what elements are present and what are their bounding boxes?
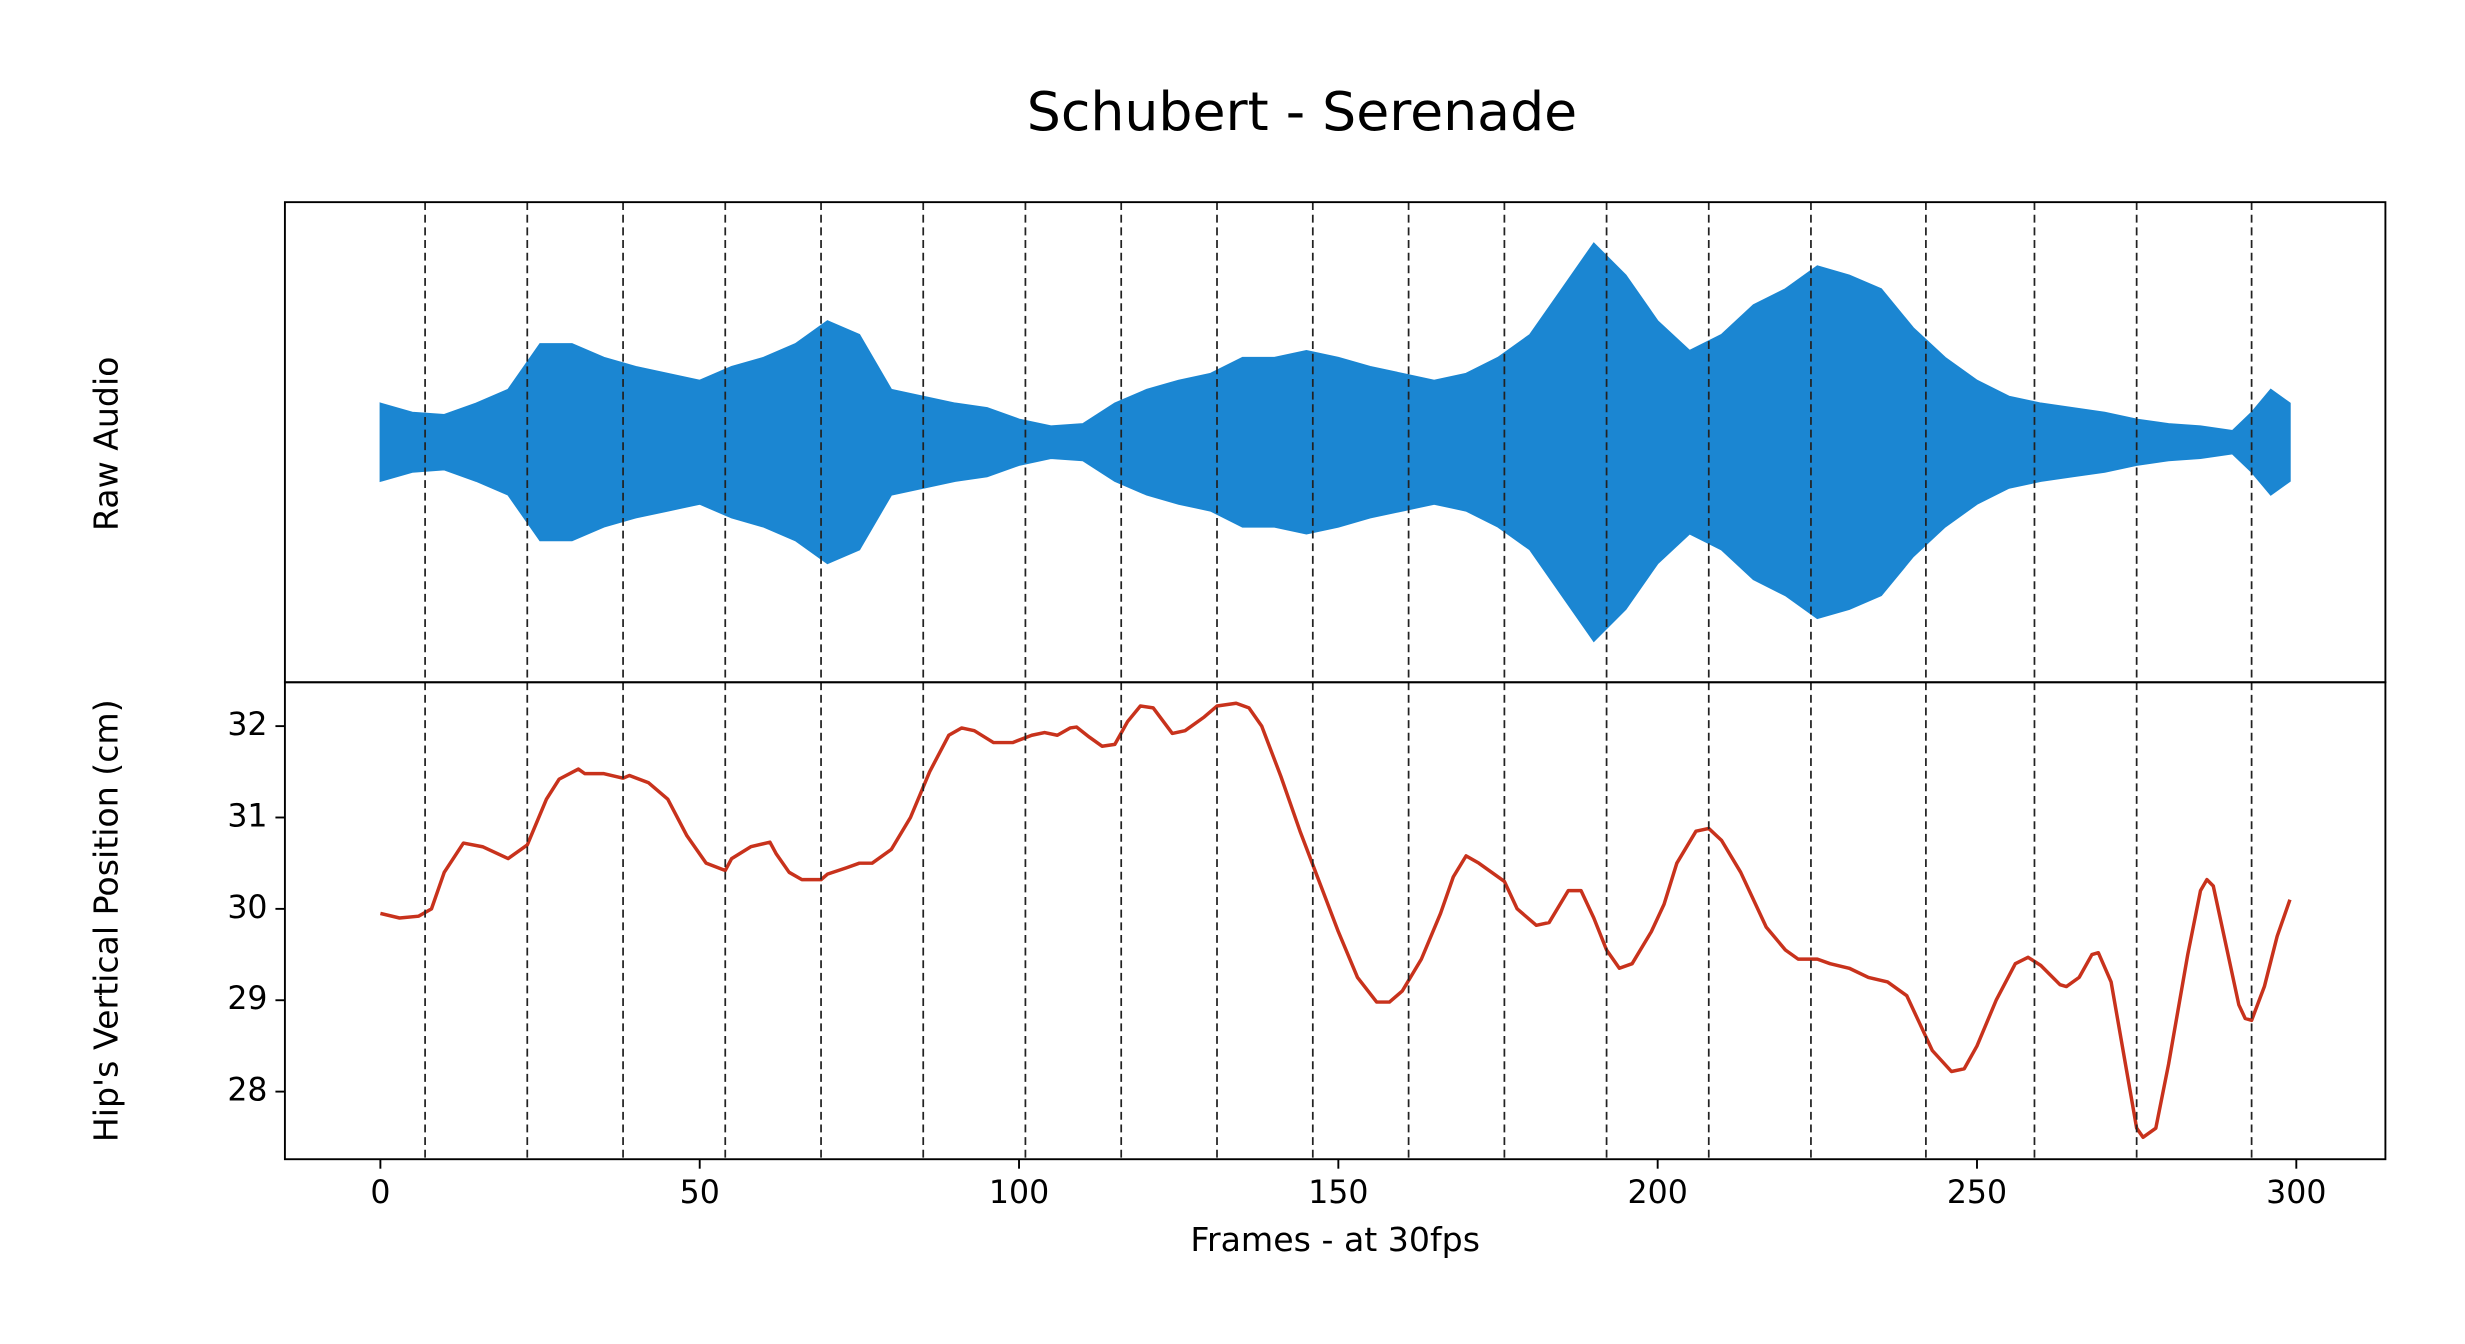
y-tick-label: 31 [227, 798, 267, 834]
y-axis-label: Raw Audio [87, 357, 126, 532]
x-axis-label: Frames - at 30fps [1190, 1220, 1480, 1259]
y-tick-label: 30 [227, 890, 267, 926]
y-tick-label: 29 [227, 981, 267, 1017]
hip-panel-frame [283, 681, 2387, 1161]
hip-line [379, 701, 2292, 1140]
x-tick-label: 300 [2266, 1175, 2326, 1211]
y-tick-label: 28 [227, 1073, 267, 1109]
x-tick-label: 150 [1308, 1175, 1368, 1211]
x-tick-label: 0 [370, 1175, 390, 1211]
x-tick-label: 50 [680, 1175, 720, 1211]
y-tick-label: 32 [227, 707, 267, 743]
y-axis-label: Hip's Vertical Position (cm) [87, 699, 126, 1142]
x-tick-label: 100 [989, 1175, 1049, 1211]
x-tick-label: 200 [1628, 1175, 1688, 1211]
audio-waveform [379, 242, 2291, 643]
chart-title: Schubert - Serenade [1027, 80, 1577, 143]
x-tick-label: 250 [1947, 1175, 2007, 1211]
